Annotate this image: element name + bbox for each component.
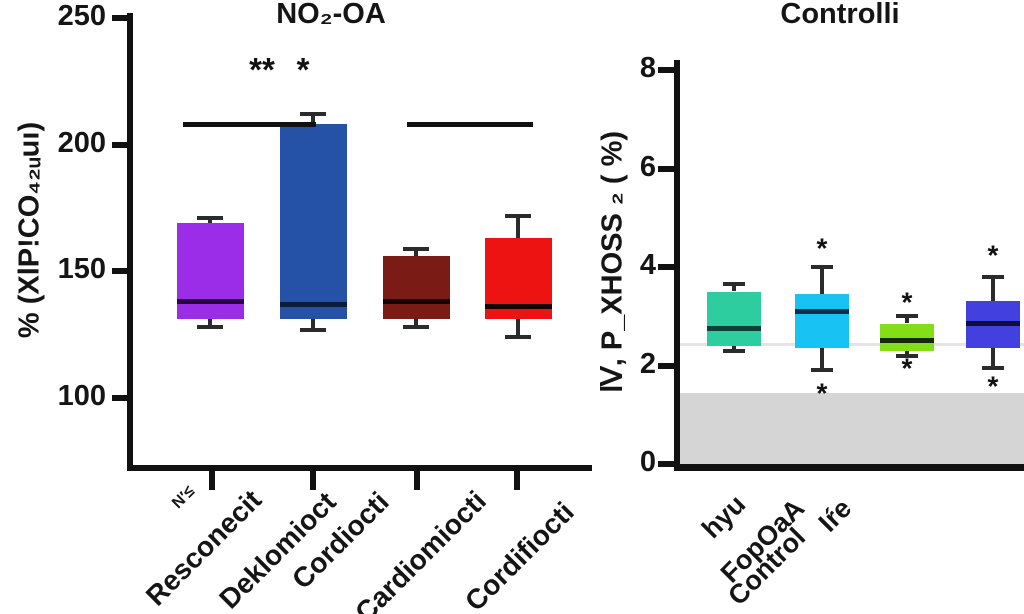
whisker-cap-lower [197, 325, 223, 329]
median-line [795, 309, 849, 314]
y-tick [112, 395, 127, 401]
x-tick [514, 471, 520, 490]
median-line [383, 299, 450, 304]
box-group-1-teal [707, 292, 761, 346]
x-axis-line [674, 464, 1024, 471]
median-line [707, 326, 761, 331]
whisker-line-lower [820, 348, 824, 370]
whisker-line-lower [905, 351, 909, 356]
significance-line [183, 122, 316, 127]
shaded-band [674, 393, 1024, 464]
y-tick-label: 200 [57, 126, 106, 159]
panel-left-y-axis-label: % (XlP!CO₄₂ᵤuı) [13, 121, 46, 339]
y-tick [112, 142, 127, 148]
y-axis-line [674, 60, 680, 471]
y-tick-label: 0 [639, 445, 656, 478]
median-line [177, 299, 244, 304]
whisker-cap-upper [197, 216, 223, 220]
whisker-line-upper [820, 267, 824, 294]
whisker-line-upper [991, 277, 995, 302]
whisker-line-lower [208, 319, 212, 327]
whisker-line-upper [516, 216, 520, 239]
whisker-line-upper [905, 316, 909, 323]
y-tick-label: 6 [639, 150, 656, 183]
median-line [485, 304, 552, 309]
y-tick-label: 8 [639, 51, 656, 84]
significance-star: * [901, 352, 913, 384]
whisker-cap-upper [300, 112, 326, 116]
significance-star: * [987, 239, 999, 271]
median-line [966, 321, 1020, 326]
significance-line [407, 122, 533, 127]
panel-left-title: NO₂-OA [276, 0, 386, 30]
box-group-2-cyan [795, 294, 849, 348]
y-tick [658, 67, 674, 73]
whisker-cap-lower [505, 335, 531, 339]
whisker-line-upper [732, 284, 736, 291]
significance-star: * [296, 50, 310, 88]
y-tick [112, 268, 127, 274]
x-tick [310, 471, 316, 490]
y-tick-label: 250 [57, 0, 106, 32]
significance-star: * [987, 370, 999, 402]
median-line [880, 338, 934, 343]
x-tick [414, 471, 420, 490]
whisker-cap-upper [723, 282, 745, 286]
y-tick-label: 4 [639, 248, 656, 281]
whisker-cap-upper [896, 314, 918, 318]
whisker-line-lower [991, 348, 995, 368]
box-group-3-green [880, 324, 934, 351]
median-line [280, 302, 347, 307]
x-tick [209, 471, 215, 490]
whisker-line-lower [414, 319, 418, 327]
whisker-cap-upper [403, 247, 429, 251]
significance-star: * [816, 377, 828, 409]
whisker-cap-lower [982, 366, 1004, 370]
box-group-1-purple [177, 223, 244, 319]
whisker-cap-upper [982, 275, 1004, 279]
whisker-line-lower [516, 319, 520, 337]
y-tick-label: 2 [639, 347, 656, 380]
whisker-line-lower [311, 319, 315, 329]
y-tick-label: 150 [57, 252, 106, 285]
whisker-cap-upper [811, 265, 833, 269]
y-tick [658, 264, 674, 270]
whisker-cap-lower [403, 325, 429, 329]
box-group-2-blue [280, 124, 347, 319]
panel-right-title: Controlli [780, 0, 900, 30]
corner-label: N′≤ [168, 483, 199, 513]
y-tick [658, 461, 674, 467]
whisker-cap-lower [723, 349, 745, 353]
y-tick [112, 15, 127, 21]
whisker-cap-upper [505, 214, 531, 218]
reference-line [680, 343, 1024, 346]
x-axis-line [127, 465, 592, 471]
y-axis-line [127, 13, 133, 471]
y-tick-label: 100 [57, 379, 106, 412]
significance-star: * [816, 232, 828, 264]
significance-star: ** [249, 50, 275, 88]
significance-star: * [901, 286, 913, 318]
whisker-cap-lower [300, 328, 326, 332]
box-group-3-darkred [383, 256, 450, 319]
y-tick [658, 166, 674, 172]
whisker-line-upper [311, 114, 315, 124]
y-tick [658, 363, 674, 369]
whisker-line-upper [414, 249, 418, 257]
x-tick-label: Iŕe [812, 493, 858, 538]
whisker-cap-lower [896, 354, 918, 358]
whisker-cap-lower [811, 368, 833, 372]
whisker-line-lower [732, 346, 736, 351]
panel-right-y-axis-label: Ⅳ, P_XHOSS ₂ ( %) [596, 130, 629, 394]
whisker-line-upper [208, 218, 212, 223]
